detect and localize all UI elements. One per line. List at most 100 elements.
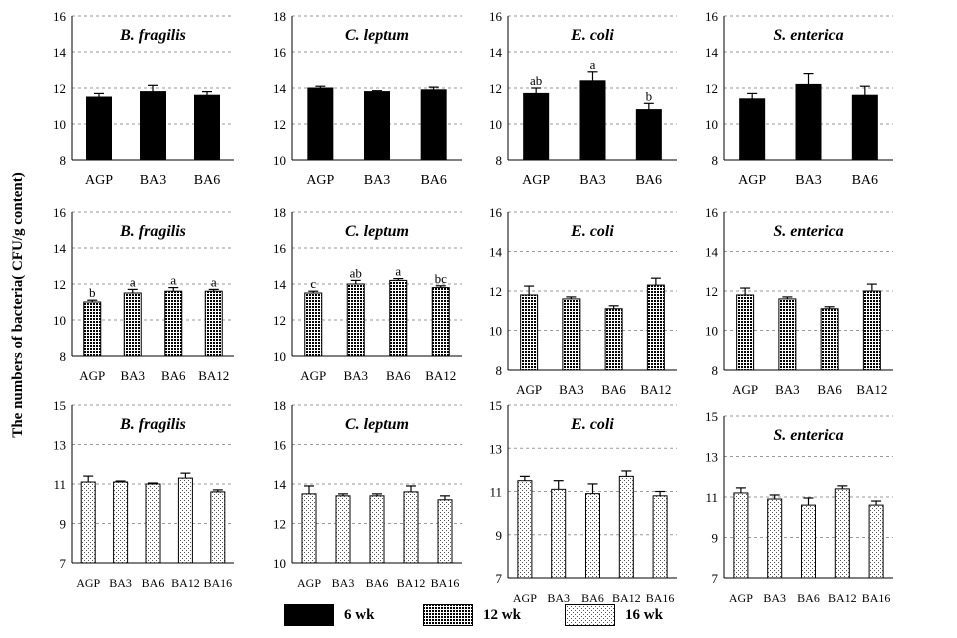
bar	[604, 308, 623, 371]
x-tick-label: BA12	[856, 382, 887, 397]
x-tick-label: BA3	[332, 576, 355, 590]
x-tick-label: BA12	[425, 368, 456, 383]
bar	[834, 488, 850, 579]
panel-16wk-senterica: 7 9 11 13 15 AGP BA3 BA6 BA12 BA16 S. enterica	[705, 409, 893, 605]
significance-letter: a	[170, 273, 176, 288]
y-tick-label: 12	[705, 81, 718, 96]
bar	[164, 290, 183, 357]
panel-6wk-senterica: 8 10 12 14 16 AGP BA3 BA6 S. enterica	[705, 9, 893, 188]
chart-panels: 8 10 12 14 16 AGP BA3 BA6 B. fragilis 10 12 14 16 18 A…	[53, 9, 893, 605]
y-tick-label: 12	[53, 81, 66, 96]
y-tick-label: 16	[705, 9, 719, 24]
y-tick-label: 15	[705, 409, 718, 424]
y-tick-label: 10	[705, 117, 718, 132]
legend-label-12wk: 12 wk	[483, 606, 521, 623]
y-tick-label: 13	[705, 450, 718, 465]
y-tick-label: 10	[489, 324, 502, 339]
bar	[579, 80, 606, 161]
panel-6wk-cleptum: 10 12 14 16 18 AGP BA3 BA6 C. leptum	[273, 9, 462, 188]
x-tick-label: BA16	[862, 591, 891, 605]
x-tick-label: BA3	[109, 576, 132, 590]
y-tick-label: 14	[273, 277, 287, 292]
x-tick-label: BA3	[547, 591, 570, 605]
bar	[585, 493, 600, 579]
x-tick-label: BA3	[120, 368, 145, 383]
legend-swatch-12wk	[423, 604, 473, 626]
y-tick-label: 8	[60, 153, 67, 168]
panel-title: E. coli	[570, 27, 614, 44]
panel-title: S. enterica	[773, 427, 843, 444]
panel-16wk-bfragilis: 7 9 11 13 15 AGP BA3 BA6 BA12 BA16 B. fragilis	[53, 398, 234, 590]
panel-title: B. fragilis	[119, 223, 186, 240]
y-tick-label: 11	[489, 485, 502, 500]
bar	[618, 475, 634, 579]
panel-title: B. fragilis	[119, 27, 186, 44]
bar	[431, 287, 450, 357]
bar	[523, 92, 550, 161]
x-tick-label: BA6	[797, 591, 820, 605]
significance-letter: a	[590, 57, 596, 72]
legend-swatch-6wk	[284, 604, 334, 626]
bar	[403, 491, 419, 564]
bar	[551, 488, 567, 579]
x-tick-label: BA12	[171, 576, 200, 590]
y-tick-label: 12	[53, 277, 66, 292]
y-tick-label: 7	[60, 556, 67, 571]
bar	[420, 89, 447, 161]
panel-12wk-senterica: 8 10 12 14 16 AGP BA3 BA6 BA12 S. enterica	[705, 205, 893, 397]
bar	[739, 98, 766, 161]
y-tick-label: 16	[489, 205, 503, 220]
bar	[437, 499, 453, 564]
panel-title: C. leptum	[345, 223, 409, 240]
panel-16wk-ecoli: 7 9 11 13 15 AGP BA3 BA6 BA12 BA16 E. coli	[489, 398, 677, 605]
significance-letter: a	[211, 274, 217, 289]
panel-title: E. coli	[570, 416, 614, 433]
panel-title: B. fragilis	[119, 416, 186, 433]
y-tick-label: 18	[273, 205, 286, 220]
y-axis-label-area: The numbers of bacteria( CFU/g content)	[10, 172, 26, 437]
x-tick-label: AGP	[297, 576, 321, 590]
y-tick-label: 10	[273, 153, 286, 168]
bar	[652, 495, 668, 579]
x-tick-label: BA12	[828, 591, 857, 605]
x-tick-label: BA12	[397, 576, 426, 590]
y-tick-label: 8	[712, 153, 719, 168]
y-tick-label: 14	[53, 45, 67, 60]
significance-letter: b	[646, 88, 653, 103]
bar	[562, 298, 581, 371]
x-tick-label: BA6	[581, 591, 604, 605]
y-tick-label: 16	[53, 9, 67, 24]
y-tick-label: 14	[53, 241, 67, 256]
bar	[517, 480, 533, 579]
panel-6wk-ecoli: 8 10 12 14 16 ab AGP a BA3 b BA6 E. coli	[489, 9, 677, 188]
bar	[204, 290, 223, 357]
x-tick-label: BA16	[431, 576, 460, 590]
bar	[145, 483, 161, 564]
x-tick-label: BA6	[852, 173, 878, 188]
bar	[364, 91, 390, 161]
x-tick-label: BA12	[612, 591, 641, 605]
x-tick-label: AGP	[522, 173, 550, 188]
bar	[862, 290, 881, 371]
x-tick-label: BA6	[194, 173, 220, 188]
x-tick-label: BA6	[366, 576, 389, 590]
bar	[194, 94, 220, 161]
x-tick-label: BA6	[161, 368, 186, 383]
significance-letter: b	[89, 285, 96, 300]
y-tick-label: 14	[705, 245, 719, 260]
legend-label-16wk: 16 wk	[625, 606, 663, 623]
y-tick-label: 16	[273, 241, 287, 256]
panel-12wk-ecoli: 8 10 12 14 16 AGP BA3 BA6 BA12 E. coli	[489, 205, 677, 397]
bar	[389, 279, 408, 357]
y-tick-label: 15	[489, 398, 502, 413]
y-tick-label: 9	[496, 528, 503, 543]
significance-letter: a	[395, 264, 401, 279]
y-tick-label: 7	[712, 571, 719, 586]
y-tick-label: 8	[496, 153, 503, 168]
bar	[113, 481, 129, 564]
panel-6wk-bfragilis: 8 10 12 14 16 AGP BA3 BA6 B. fragilis	[53, 9, 234, 188]
y-tick-label: 16	[705, 205, 719, 220]
y-tick-label: 16	[53, 205, 67, 220]
significance-letter: c	[310, 276, 316, 291]
y-tick-label: 14	[273, 477, 287, 492]
